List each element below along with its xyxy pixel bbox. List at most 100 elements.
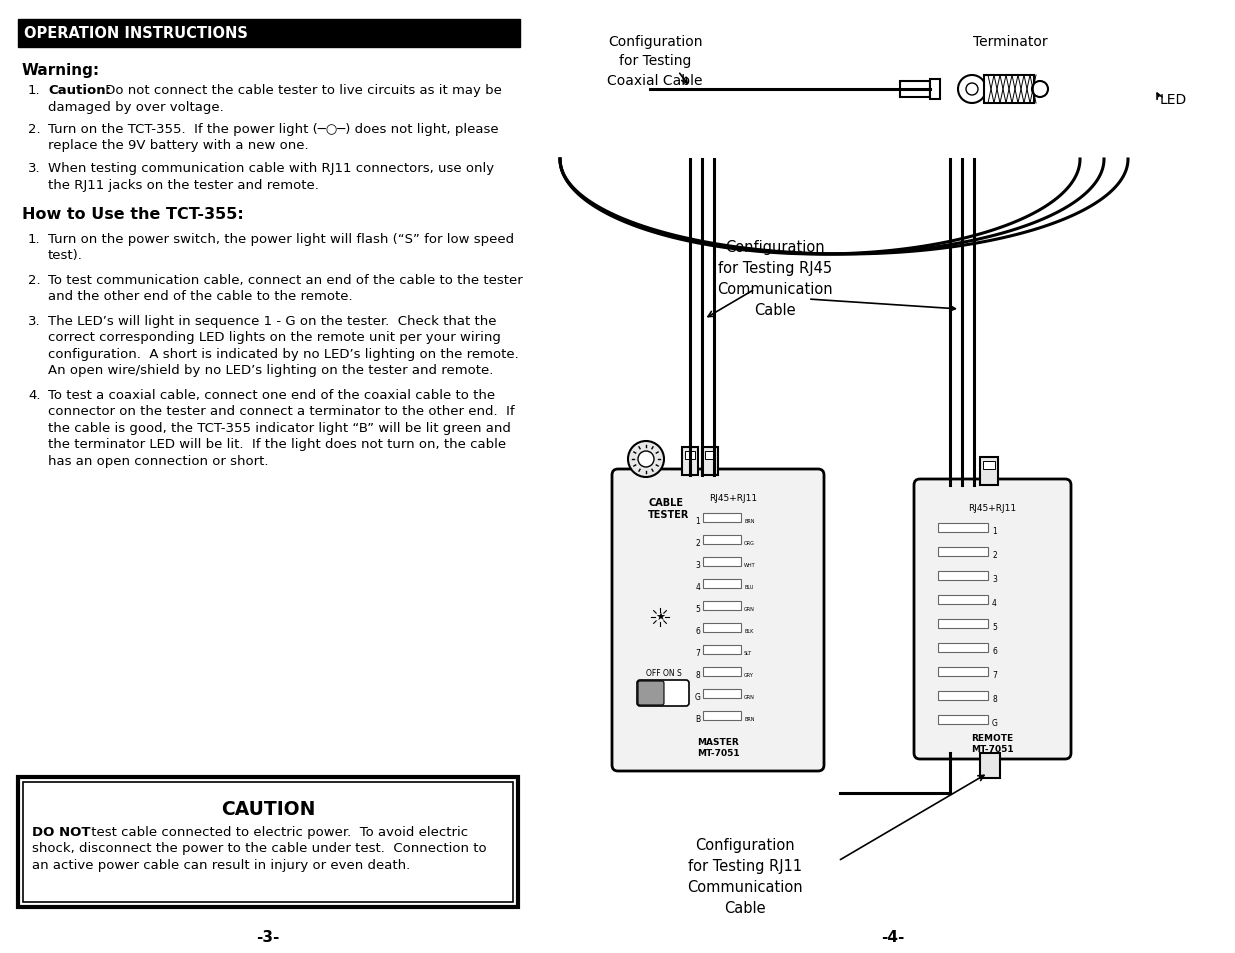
- Text: has an open connection or short.: has an open connection or short.: [48, 455, 268, 468]
- Bar: [981, 457, 998, 485]
- Text: 4.: 4.: [28, 389, 41, 401]
- Text: OFF ON S: OFF ON S: [646, 669, 682, 678]
- Bar: [939, 572, 988, 580]
- Bar: [939, 523, 988, 533]
- Bar: [705, 452, 715, 459]
- Text: LED: LED: [1160, 92, 1187, 107]
- Bar: [939, 716, 988, 724]
- Text: BRN: BRN: [743, 519, 755, 524]
- Text: replace the 9V battery with a new one.: replace the 9V battery with a new one.: [48, 139, 309, 152]
- Bar: [19, 778, 517, 907]
- Bar: [930, 80, 940, 100]
- Text: Terminator: Terminator: [973, 35, 1047, 49]
- Text: When testing communication cable with RJ11 connectors, use only: When testing communication cable with RJ…: [48, 162, 494, 174]
- Text: WHT: WHT: [743, 563, 756, 568]
- Text: 3: 3: [695, 561, 700, 570]
- Text: 2.: 2.: [28, 274, 41, 287]
- Text: Warning:: Warning:: [22, 63, 100, 78]
- Bar: [939, 547, 988, 557]
- Text: Turn on the power switch, the power light will flash (“S” for low speed: Turn on the power switch, the power ligh…: [48, 233, 514, 246]
- Bar: [23, 782, 513, 902]
- Text: Caution:: Caution:: [48, 84, 111, 97]
- Text: How to Use the TCT-355:: How to Use the TCT-355:: [22, 207, 243, 222]
- FancyBboxPatch shape: [637, 680, 689, 706]
- Text: The LED’s will light in sequence 1 - G on the tester.  Check that the: The LED’s will light in sequence 1 - G o…: [48, 314, 496, 328]
- Text: the cable is good, the TCT-355 indicator light “B” will be lit green and: the cable is good, the TCT-355 indicator…: [48, 421, 511, 435]
- Text: 2: 2: [695, 539, 700, 548]
- Text: an active power cable can result in injury or even death.: an active power cable can result in inju…: [32, 858, 410, 871]
- Bar: [939, 691, 988, 700]
- Bar: [984, 76, 1034, 104]
- Text: OPERATION INSTRUCTIONS: OPERATION INSTRUCTIONS: [23, 27, 248, 42]
- Bar: [939, 643, 988, 652]
- Bar: [939, 619, 988, 628]
- Text: the terminator LED will be lit.  If the light does not turn on, the cable: the terminator LED will be lit. If the l…: [48, 438, 506, 451]
- Bar: [701, 448, 718, 476]
- Text: 3: 3: [992, 575, 997, 584]
- Text: Configuration
for Testing RJ11
Communication
Cable: Configuration for Testing RJ11 Communica…: [687, 837, 803, 915]
- Text: test).: test).: [48, 250, 83, 262]
- FancyBboxPatch shape: [914, 479, 1071, 760]
- Bar: [685, 452, 695, 459]
- Text: BRN: BRN: [743, 717, 755, 721]
- Bar: [703, 558, 741, 566]
- Bar: [981, 753, 1000, 779]
- Bar: [703, 601, 741, 610]
- Text: B: B: [695, 715, 700, 723]
- Text: 1: 1: [695, 517, 700, 526]
- Circle shape: [638, 452, 655, 468]
- Text: BLK: BLK: [743, 629, 753, 634]
- Bar: [939, 596, 988, 604]
- Text: 6: 6: [992, 647, 997, 656]
- Text: SLT: SLT: [743, 651, 752, 656]
- Text: GRN: GRN: [743, 695, 755, 700]
- Bar: [703, 711, 741, 720]
- Text: Do not connect the cable tester to live circuits as it may be: Do not connect the cable tester to live …: [101, 84, 501, 97]
- Bar: [900, 82, 930, 98]
- Text: RJ45+RJ11: RJ45+RJ11: [968, 503, 1016, 513]
- Text: An open wire/shield by no LED’s lighting on the tester and remote.: An open wire/shield by no LED’s lighting…: [48, 364, 493, 377]
- Text: 2.: 2.: [28, 123, 41, 136]
- Circle shape: [1032, 82, 1049, 98]
- Text: shock, disconnect the power to the cable under test.  Connection to: shock, disconnect the power to the cable…: [32, 841, 487, 855]
- Text: test cable connected to electric power.  To avoid electric: test cable connected to electric power. …: [86, 825, 468, 838]
- Text: -4-: -4-: [882, 929, 905, 944]
- Text: connector on the tester and connect a terminator to the other end.  If: connector on the tester and connect a te…: [48, 405, 515, 418]
- Text: 6: 6: [695, 627, 700, 636]
- Text: BLU: BLU: [743, 585, 753, 590]
- Bar: [703, 689, 741, 699]
- Text: 7: 7: [695, 649, 700, 658]
- Bar: [703, 667, 741, 677]
- Text: RJ45+RJ11: RJ45+RJ11: [709, 494, 757, 502]
- Bar: [703, 645, 741, 655]
- Bar: [939, 667, 988, 677]
- Text: 7: 7: [992, 671, 997, 679]
- Text: 3.: 3.: [28, 314, 41, 328]
- Text: DO NOT: DO NOT: [32, 825, 90, 838]
- Text: REMOTE
MT-7051: REMOTE MT-7051: [971, 733, 1013, 753]
- Text: 4: 4: [695, 583, 700, 592]
- Text: ★: ★: [655, 613, 664, 622]
- FancyBboxPatch shape: [19, 20, 520, 48]
- Text: CABLE
TESTER: CABLE TESTER: [648, 497, 689, 519]
- Text: GRY: GRY: [743, 673, 753, 678]
- Bar: [682, 448, 698, 476]
- Text: 1: 1: [992, 527, 997, 536]
- Text: 5: 5: [695, 605, 700, 614]
- Text: To test a coaxial cable, connect one end of the coaxial cable to the: To test a coaxial cable, connect one end…: [48, 389, 495, 401]
- Text: 4: 4: [992, 598, 997, 608]
- Text: -3-: -3-: [257, 929, 279, 944]
- Text: correct corresponding LED lights on the remote unit per your wiring: correct corresponding LED lights on the …: [48, 331, 501, 344]
- Circle shape: [966, 84, 978, 96]
- Bar: [703, 623, 741, 633]
- Circle shape: [958, 76, 986, 104]
- Circle shape: [629, 441, 664, 477]
- Text: Configuration
for Testing
Coaxial Cable: Configuration for Testing Coaxial Cable: [608, 35, 703, 88]
- Text: 1.: 1.: [28, 84, 41, 97]
- Text: CAUTION: CAUTION: [221, 800, 315, 818]
- Text: Configuration
for Testing RJ45
Communication
Cable: Configuration for Testing RJ45 Communica…: [718, 240, 832, 317]
- Text: configuration.  A short is indicated by no LED’s lighting on the remote.: configuration. A short is indicated by n…: [48, 348, 519, 360]
- Text: and the other end of the cable to the remote.: and the other end of the cable to the re…: [48, 291, 353, 303]
- Text: MASTER
MT-7051: MASTER MT-7051: [697, 738, 740, 758]
- Text: G: G: [694, 693, 700, 701]
